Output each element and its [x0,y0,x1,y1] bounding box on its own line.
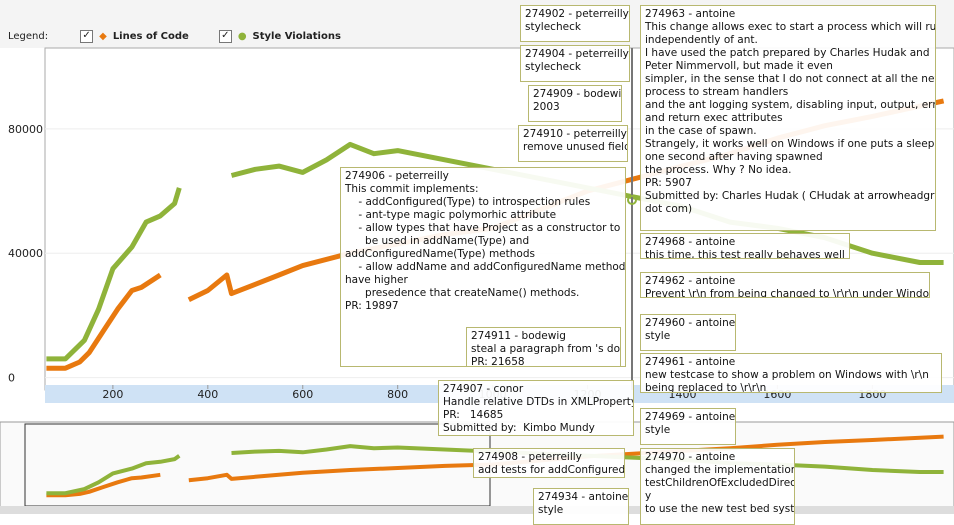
x-tick-label: 200 [102,388,123,401]
tooltip-header: 274904 - peterreilly [525,48,629,60]
tooltip-line: presedence that createName() methods. [345,287,580,299]
legend-item: Style Violations [252,31,341,42]
tooltip-header: 274907 - conor [443,383,524,395]
y-tick-label: 80000 [8,123,43,136]
tooltip-line: the process. Why ? No idea. [645,164,792,176]
commit-tooltip: 274934 - antoine style [533,488,629,525]
checkbox[interactable]: ✓ [218,30,232,43]
tooltip-line: process to stream handlers [645,86,789,98]
commit-tooltip: 274963 - antoine This change allows exec … [640,5,936,231]
tooltip-line: one second after having spawned [645,151,823,163]
commit-tooltip: 274902 - peterreilly stylecheck [520,5,630,42]
commit-tooltip: 274968 - antoine this time, this test rea… [640,233,850,259]
tooltip-header: 274902 - peterreilly [525,8,629,20]
tooltip-line: This change allows exec to start a proce… [645,21,936,33]
tooltip-header: 274934 - antoine [538,491,629,503]
tooltip-header: 274961 - antoine [645,356,736,368]
legend-label: Legend: [8,31,49,42]
tooltip-header: 274960 - antoine [645,317,736,329]
checkbox[interactable]: ✓ [80,30,94,43]
tooltip-line: Strangely, it works well on Windows if o… [645,138,936,150]
tooltip-line: Prevent \r\n from being changed to \r\r\… [645,288,930,298]
tooltip-header: 274909 - bodewig [533,88,622,100]
tooltip-line: add tests for addConfigured() [478,464,625,476]
tooltip-header: 274969 - antoine [645,411,736,423]
legend-marker: ● [237,31,247,42]
tooltip-line: remove unused field [523,141,628,153]
x-tick-label: 800 [387,388,408,401]
y-tick-label: 0 [8,372,15,385]
legend-marker: ◆ [99,31,107,42]
commit-tooltip: 274960 - antoine style [640,314,736,351]
y-tick-label: 40000 [8,247,43,260]
tooltip-line: in the case of spawn. [645,125,757,137]
legend-item: Lines of Code [112,31,189,42]
tooltip-line: and the ant logging system, disabling in… [645,99,936,111]
tooltip-line: This commit implements: [345,183,479,195]
tooltip-line: simpler, in the sense that I do not conn… [645,73,936,85]
cursor-point [627,195,637,205]
tooltip-line: dot com) [645,203,693,215]
overview-line [46,434,944,498]
commit-tooltip: 274911 - bodewig steal a paragraph from '… [466,327,621,367]
tooltip-line: new testcase to show a problem on Window… [645,369,929,381]
commit-tooltip: 274909 - bodewig 2003 [528,85,622,122]
legend: Legend: ✓ ◆ Lines of Code ✓ ● Style Viol… [8,30,341,43]
tooltip-line: style [645,424,671,436]
tooltip-line: independently of ant. [645,34,758,46]
tooltip-header: 274968 - antoine [645,236,736,248]
scrollbar[interactable] [0,506,954,514]
tooltip-line: have higher [345,274,408,286]
x-tick-label: 600 [292,388,313,401]
commit-tooltip: 274910 - peterreilly remove unused field [518,125,628,162]
commit-tooltip: 274969 - antoine style [640,408,736,445]
tooltip-line: Submitted by: Charles Hudak ( CHudak at … [645,190,936,202]
tooltip-line: PR: 5907 [645,177,692,189]
tooltip-header: 274908 - peterreilly [478,451,582,463]
tooltip-line: - allow addName and addConfiguredName me… [345,261,626,273]
tooltip-line: PR: 14685 [443,409,504,421]
tooltip-header: 274906 - peterreilly [345,170,449,182]
tooltip-line: - ant-type magic polymorhic attribute [345,209,557,221]
tooltip-header: 274910 - peterreilly [523,128,627,140]
tooltip-line: changed the implementation of [645,464,795,476]
tooltip-line: Handle relative DTDs in XMLProperty [443,396,634,408]
tooltip-line: PR: 19897 [345,300,399,312]
tooltip-line: and return exec attributes [645,112,783,124]
tooltip-line: steal a paragraph from 's docs. [471,343,621,355]
tooltip-line: 2003 [533,101,560,113]
tooltip-line: style [645,330,671,342]
tooltip-header: 274962 - antoine [645,275,736,287]
x-tick-label: 400 [197,388,218,401]
tooltip-line: PR: 21658 [471,356,525,367]
commit-tooltip: 274962 - antoine Prevent \r\n from being … [640,272,930,298]
tooltip-line: be used in addName(Type) and [345,235,530,247]
tooltip-line: y [645,490,652,502]
tooltip-line: stylecheck [525,61,581,73]
tooltip-line: to use the new test bed system [645,503,795,515]
tooltip-line: - allow types that have Project as a con… [345,222,621,234]
commit-tooltip: 274904 - peterreilly stylecheck [520,45,630,82]
commit-tooltip: 274907 - conor Handle relative DTDs in XM… [438,380,634,436]
tooltip-line: I have used the patch prepared by Charle… [645,47,930,59]
tooltip-line: this time, this test really behaves well… [645,249,850,259]
tooltip-line: - addConfigured(Type) to introspection r… [345,196,591,208]
commit-tooltip: 274908 - peterreilly add tests for addCon… [473,448,625,478]
tooltip-header: 274963 - antoine [645,8,736,20]
tooltip-line: Peter Nimmervoll, but made it even [645,60,833,72]
tooltip-line: stylecheck [525,21,581,33]
tooltip-line: style [538,504,564,516]
tooltip-line: Submitted by: Kimbo Mundy [443,422,595,434]
tooltip-line: being replaced to \r\r\n [645,382,767,393]
commit-tooltip: 274970 - antoine changed the implementati… [640,448,795,525]
tooltip-header: 274970 - antoine [645,451,736,463]
tooltip-line: testChildrenOfExcludedDirector [645,477,795,489]
commit-tooltip: 274961 - antoine new testcase to show a p… [640,353,942,393]
tooltip-line: addConfiguredName(Type) methods [345,248,535,260]
tooltip-header: 274911 - bodewig [471,330,566,342]
